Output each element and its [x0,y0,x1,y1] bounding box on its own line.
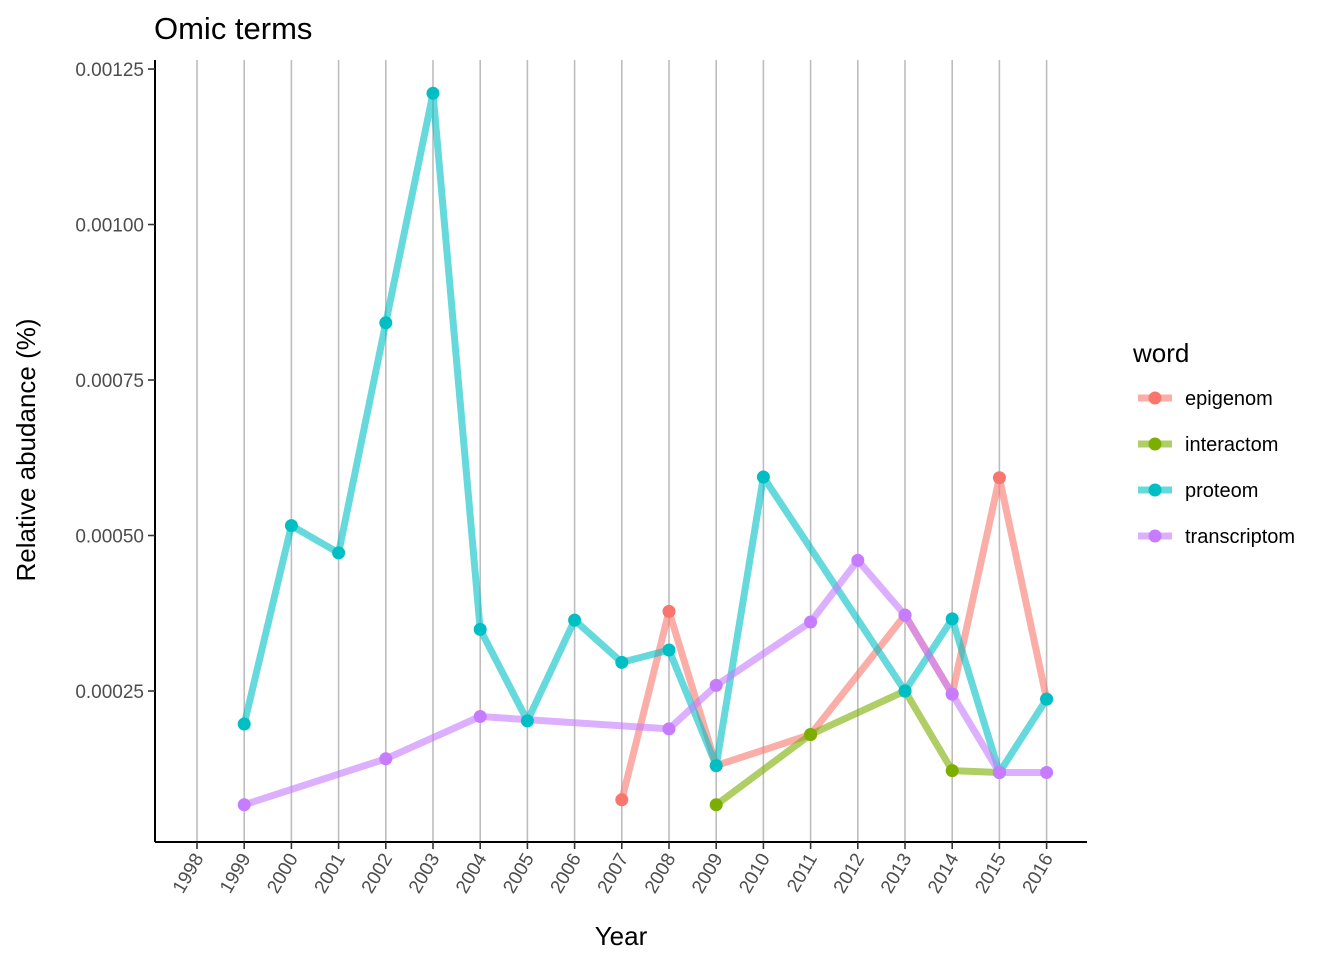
point-proteom-2000 [284,519,298,533]
x-tick-label-2001: 2001 [311,850,350,897]
x-tick-label-2012: 2012 [830,850,869,897]
legend-title: word [1132,338,1189,368]
y-tick-label-0.00125: 0.00125 [75,60,144,81]
legend-key-point-interactom [1148,437,1162,451]
x-tick-label-2006: 2006 [547,850,586,897]
legend-key-point-proteom [1148,483,1162,497]
series-points [237,86,1054,812]
x-tick-label-2004: 2004 [452,850,492,897]
x-tick-label-1998: 1998 [169,850,208,897]
point-transcriptom-1999 [237,798,251,812]
chart-title: Omic terms [154,11,312,46]
legend-key-point-transcriptom [1148,529,1162,543]
legend-label-transcriptom: transcriptom [1185,526,1295,548]
y-axis-title: Relative abudance (%) [11,318,41,581]
x-tick-label-2002: 2002 [358,850,397,897]
point-proteom-2001 [332,546,346,560]
point-epigenom-2007 [615,793,629,807]
x-tick-label-2011: 2011 [783,850,822,896]
x-tick-label-2010: 2010 [735,850,774,897]
point-proteom-2010 [756,470,770,484]
point-proteom-2016 [1040,692,1054,706]
point-interactom-2014 [945,764,959,778]
x-axis-title: Year [595,921,648,951]
y-tick-label-0.00100: 0.00100 [75,216,144,237]
x-tick-label-1999: 1999 [216,850,255,897]
series-lines [240,89,1051,809]
x-tick-label-2016: 2016 [1019,850,1058,897]
x-tick-label-2013: 2013 [877,850,916,897]
point-epigenom-2008 [662,604,676,618]
point-proteom-2013 [898,684,912,698]
point-transcriptom-2011 [804,615,818,629]
series-line-epigenom [618,474,1051,801]
x-tick-label-2009: 2009 [688,850,727,897]
legend-label-interactom: interactom [1185,434,1278,456]
point-transcriptom-2002 [379,752,393,766]
legend: word epigenom interactom proteom transcript… [1132,338,1295,548]
x-tick-label-2008: 2008 [641,850,680,897]
x-tick-label-2007: 2007 [594,850,633,897]
legend-label-proteom: proteom [1185,480,1258,502]
series-line-transcriptom [243,556,1047,809]
legend-label-epigenom: epigenom [1185,388,1273,410]
point-transcriptom-2008 [662,722,676,736]
point-proteom-1999 [237,717,251,731]
point-proteom-2003 [426,86,440,100]
point-proteom-2007 [615,655,629,669]
point-transcriptom-2012 [851,553,865,567]
point-transcriptom-2016 [1040,766,1054,779]
x-tick-label-2000: 2000 [263,850,302,897]
x-axis-ticks: 1998 1999 2000 2001 2002 2003 2004 2005 2006 2007… [169,842,1058,897]
point-proteom-2006 [568,613,582,627]
point-transcriptom-2014 [945,687,959,701]
point-proteom-2005 [520,714,534,728]
x-tick-label-2015: 2015 [971,850,1010,897]
gridlines [196,60,1048,842]
point-transcriptom-2013 [898,608,912,622]
point-epigenom-2015 [992,471,1006,485]
point-proteom-2004 [473,622,487,636]
point-transcriptom-2015 [992,766,1006,779]
point-interactom-2011 [804,728,818,741]
y-tick-label-0.00075: 0.00075 [75,371,144,392]
series-line-proteom [240,89,1050,776]
point-proteom-2002 [379,316,393,330]
x-tick-label-2014: 2014 [924,850,964,897]
y-tick-label-0.00025: 0.00025 [75,682,144,703]
y-axis-ticks: 0.00025 0.00050 0.00075 0.00100 0.00125 [75,60,155,703]
x-tick-label-2005: 2005 [499,850,538,897]
point-proteom-2014 [945,612,959,626]
point-proteom-2008 [662,643,676,657]
legend-key-point-epigenom [1148,391,1162,405]
y-tick-label-0.00050: 0.00050 [75,527,144,548]
x-tick-label-2003: 2003 [405,850,444,897]
point-interactom-2009 [709,798,723,812]
point-transcriptom-2009 [709,678,723,692]
point-transcriptom-2004 [473,710,487,723]
point-proteom-2009 [709,759,723,773]
